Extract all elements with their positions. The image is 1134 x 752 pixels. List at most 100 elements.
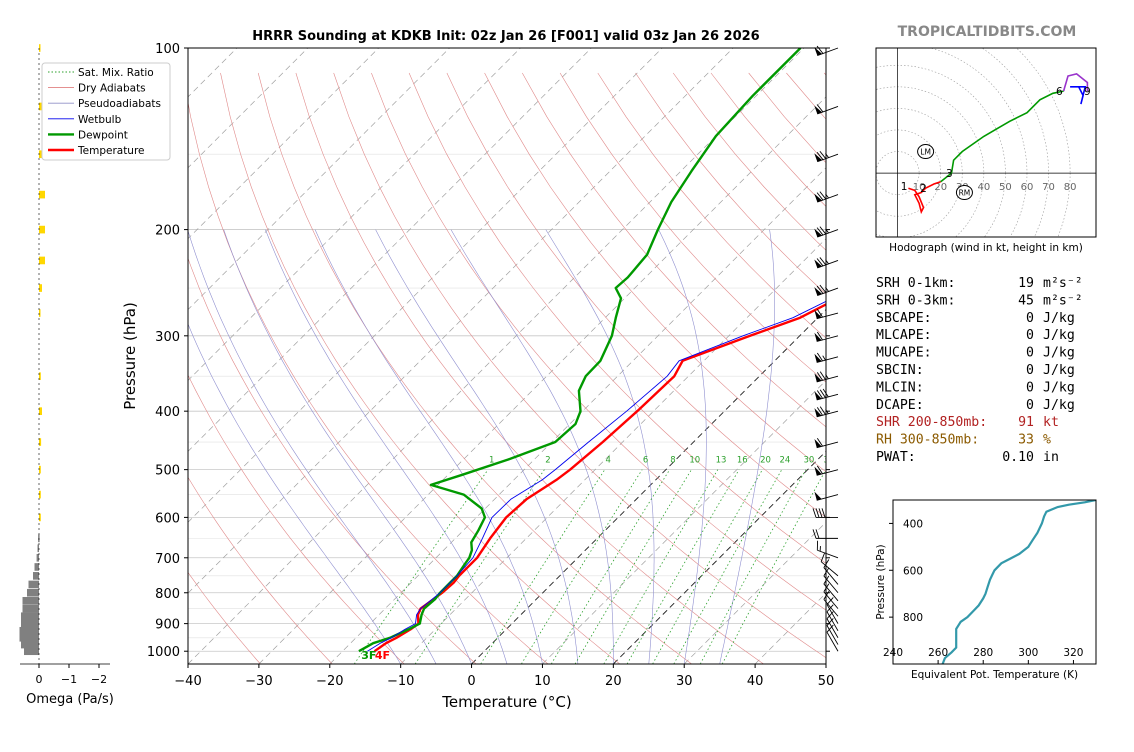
x-tick-label: −30	[245, 674, 272, 689]
y-tick-label: 200	[155, 224, 180, 239]
hodo-title: Hodograph (wind in kt, height in km)	[889, 242, 1083, 254]
omega-bar	[39, 226, 45, 234]
omega-bar	[39, 284, 42, 292]
x-tick-label: 40	[747, 674, 764, 689]
stat-label: MLCAPE:	[876, 328, 932, 343]
mixing-ratio-label: 2	[545, 455, 550, 465]
x-tick-label: −40	[174, 674, 201, 689]
y-tick-label: 100	[155, 42, 180, 57]
omega-bar	[23, 605, 40, 613]
omega-bar	[20, 627, 40, 635]
omega-bar	[29, 581, 40, 589]
stat-row: RH 300-850mb:33%	[876, 433, 1051, 448]
stat-value: 0.10	[1002, 450, 1034, 465]
legend-label: Dry Adiabats	[78, 83, 146, 95]
stat-value: 0	[1026, 346, 1034, 361]
omega-bar	[39, 438, 41, 446]
stat-label: DCAPE:	[876, 398, 924, 413]
stat-unit: J/kg	[1043, 346, 1075, 361]
stat-unit: kt	[1043, 415, 1059, 430]
omega-tick-label: −2	[91, 673, 107, 686]
mixing-ratio-label: 10	[689, 455, 700, 465]
omega-bar	[21, 641, 39, 649]
omega-tick-label: −1	[61, 673, 77, 686]
mixing-ratio-label: 20	[760, 455, 771, 465]
stat-value: 0	[1026, 328, 1034, 343]
y-tick-label: 600	[155, 511, 180, 526]
x-tick-label: 50	[818, 674, 835, 689]
stat-value: 0	[1026, 380, 1034, 395]
mixing-ratio-label: 16	[737, 455, 748, 465]
legend-label: Wetbulb	[78, 114, 122, 126]
hodo-height-label: 1	[901, 181, 908, 193]
stat-unit: in	[1043, 450, 1059, 465]
hodo-height-label: 6	[1056, 86, 1063, 98]
omega-bar	[39, 191, 45, 199]
y-tick-label: 700	[155, 552, 180, 567]
legend-label: Pseudoadiabats	[78, 98, 161, 110]
stat-label: MLCIN:	[876, 380, 924, 395]
y-tick-label: 500	[155, 464, 180, 479]
x-tick-label: 0	[467, 674, 475, 689]
mixing-ratio-label: 13	[716, 455, 727, 465]
hodo-height-label: 3	[946, 168, 953, 180]
thetae-x-tick-label: 240	[883, 647, 903, 659]
omega-axis-label: Omega (Pa/s)	[26, 692, 114, 707]
thetae-x-tick-label: 260	[928, 647, 948, 659]
hodo-ring-label: 60	[1021, 182, 1034, 193]
omega-bar	[39, 407, 42, 415]
omega-bar	[37, 554, 39, 562]
hodo-height-label: 9	[1084, 86, 1091, 98]
hodo-ring-label: 80	[1064, 182, 1077, 193]
thetae-y-tick-label: 800	[903, 612, 923, 624]
omega-bar	[20, 634, 40, 642]
stat-value: 19	[1018, 276, 1034, 291]
stat-unit: J/kg	[1043, 311, 1075, 326]
stat-label: SBCAPE:	[876, 311, 932, 326]
stat-label: SRH 0-1km:	[876, 276, 955, 291]
x-tick-label: −20	[316, 674, 343, 689]
y-tick-label: 800	[155, 587, 180, 602]
thetae-y-tick-label: 400	[903, 518, 923, 530]
x-tick-label: 10	[534, 674, 551, 689]
omega-bar	[33, 572, 39, 580]
surface-temperature-label: 4F	[375, 649, 390, 662]
y-axis-label: Pressure (hPa)	[121, 302, 139, 410]
thetae-x-tick-label: 320	[1063, 647, 1083, 659]
mixing-ratio-label: 8	[670, 455, 675, 465]
legend-label: Temperature	[77, 145, 145, 157]
hodo-height-label: 2	[920, 183, 927, 195]
stat-value: 0	[1026, 398, 1034, 413]
thetae-x-tick-label: 300	[1018, 647, 1038, 659]
mixing-ratio-label: 24	[779, 455, 790, 465]
stat-label: SBCIN:	[876, 363, 924, 378]
stat-label: RH 300-850mb:	[876, 433, 979, 448]
hodo-ring-label: 50	[999, 182, 1012, 193]
chart-title: HRRR Sounding at KDKB Init: 02z Jan 26 […	[252, 29, 759, 44]
thetae-y-tick-label: 600	[903, 565, 923, 577]
stat-label: MUCAPE:	[876, 346, 932, 361]
stat-value: 0	[1026, 311, 1034, 326]
omega-bar	[39, 257, 45, 265]
x-tick-label: 30	[676, 674, 693, 689]
stat-unit: m²s⁻²	[1043, 293, 1083, 308]
omega-bar	[35, 563, 40, 571]
stat-value: 91	[1018, 415, 1034, 430]
hodo-ring-label: 40	[977, 182, 990, 193]
stat-unit: J/kg	[1043, 380, 1075, 395]
stat-value: 0	[1026, 363, 1034, 378]
stat-unit: m²s⁻²	[1043, 276, 1083, 291]
x-tick-label: 20	[605, 674, 622, 689]
thetae-x-tick-label: 280	[973, 647, 993, 659]
omega-bar	[21, 612, 39, 620]
mixing-ratio-label: 6	[643, 455, 648, 465]
stat-value: 33	[1018, 433, 1034, 448]
stat-value: 45	[1018, 293, 1034, 308]
watermark: TROPICALTIDBITS.COM	[898, 24, 1077, 40]
thetae-y-axis-label: Pressure (hPa)	[875, 544, 887, 619]
y-tick-label: 900	[155, 618, 180, 633]
mixing-ratio-label: 4	[606, 455, 611, 465]
x-tick-label: −10	[387, 674, 414, 689]
y-tick-label: 1000	[147, 645, 180, 660]
